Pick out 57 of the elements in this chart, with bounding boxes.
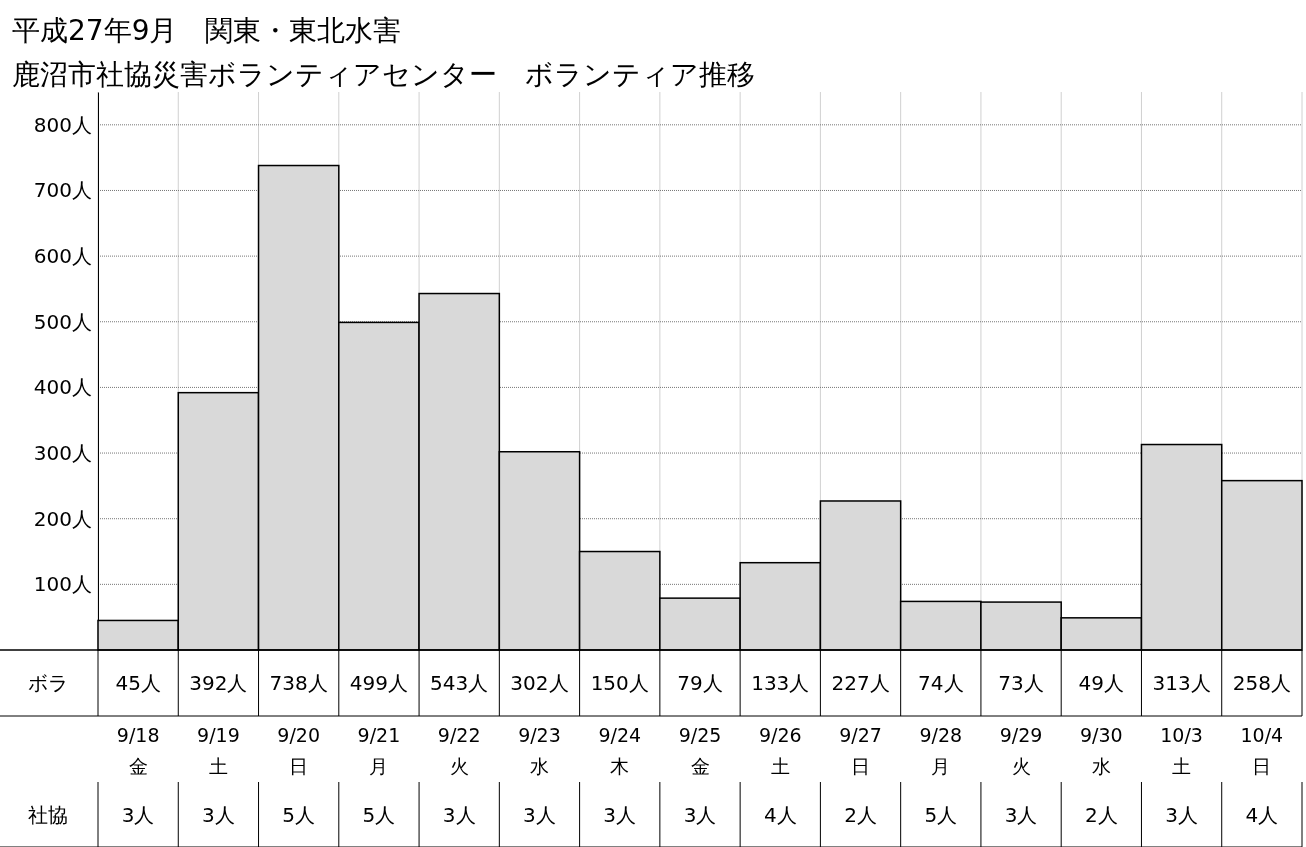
text: 4人 xyxy=(763,802,797,827)
text: 5人 xyxy=(924,802,958,827)
y-tick-label: 500人 xyxy=(33,309,92,334)
x-tick-label: 9/27 日 xyxy=(839,724,882,777)
text: 3人 xyxy=(1004,802,1038,827)
text: 4人 xyxy=(1245,802,1279,827)
y-tick-label: 700人 xyxy=(33,178,92,203)
series-label: ボラ xyxy=(28,671,68,695)
chart-title: 平成27年9月 関東・東北水害 xyxy=(12,14,402,47)
data-label: 313人 xyxy=(1152,671,1211,695)
data-label: 133人 xyxy=(751,671,810,695)
data-label: 543人 xyxy=(430,671,489,695)
x-tick-label: 9/19 土 xyxy=(197,724,240,777)
text: 3人 xyxy=(442,802,476,827)
text: 3人 xyxy=(121,802,155,827)
text: 2人 xyxy=(1084,802,1118,827)
text: 3人 xyxy=(1165,802,1198,827)
x-tick-label: 9/26 土 xyxy=(758,724,802,777)
chart-subtitle: 鹿沼市社協災害ボランティアセンター ボランティア推移 xyxy=(12,58,755,91)
text: 5人 xyxy=(362,802,396,827)
data-label: 302人 xyxy=(510,671,569,695)
x-tick-label: 9/21 月 xyxy=(357,724,401,777)
x-tick-label: 9/18 金 xyxy=(116,724,160,777)
text: 3人 xyxy=(202,802,235,827)
text: 5人 xyxy=(282,802,316,827)
text: 2人 xyxy=(844,802,877,827)
x-tick-label: 10/4 日 xyxy=(1240,724,1284,777)
data-label: 499人 xyxy=(349,671,409,695)
x-tick-label: 9/30 水 xyxy=(1080,724,1123,777)
data-label: 738人 xyxy=(269,671,328,695)
x-tick-label: 9/23 水 xyxy=(518,724,561,777)
y-tick-label: 600人 xyxy=(33,244,92,269)
data-label: 74人 xyxy=(918,671,964,695)
data-label: 150人 xyxy=(590,671,649,695)
x-tick-label: 9/28 月 xyxy=(919,724,963,777)
y-tick-label: 800人 xyxy=(33,112,92,137)
text: 3人 xyxy=(523,802,556,827)
data-label: 392人 xyxy=(189,671,248,695)
y-tick-label: 100人 xyxy=(33,572,92,597)
x-tick-label: 9/20 日 xyxy=(277,724,320,777)
y-tick-label: 400人 xyxy=(33,375,92,400)
x-tick-label: 9/24 木 xyxy=(598,724,642,777)
data-label: 79人 xyxy=(677,671,723,695)
y-tick-label: 200人 xyxy=(33,506,92,531)
text: 社協 xyxy=(28,802,68,827)
data-label: 49人 xyxy=(1078,671,1125,695)
x-tick-label: 9/29 火 xyxy=(999,724,1043,777)
data-label: 45人 xyxy=(115,671,161,695)
data-label: 258人 xyxy=(1232,671,1291,695)
x-tick-label: 9/22 火 xyxy=(437,724,481,777)
y-tick-label: 300人 xyxy=(33,440,92,465)
text: 3人 xyxy=(683,802,717,827)
text: 3人 xyxy=(603,802,637,827)
data-label: 73人 xyxy=(998,671,1044,695)
x-tick-label: 9/25 金 xyxy=(678,724,722,777)
data-label: 227人 xyxy=(831,671,890,695)
x-tick-label: 10/3 土 xyxy=(1160,724,1203,777)
